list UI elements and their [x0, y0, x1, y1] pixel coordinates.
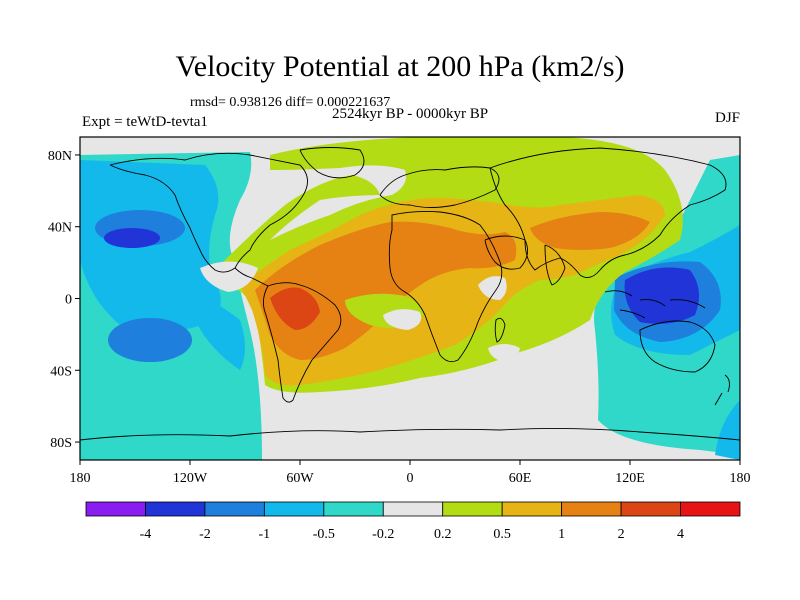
colorbar-swatch: [442, 501, 503, 517]
colorbar-level-label: -0.2: [372, 527, 394, 542]
x-tick-label: 180: [730, 471, 751, 486]
y-tick-label: 80S: [50, 436, 72, 451]
x-tick-label: 60E: [509, 471, 532, 486]
coast-india: [544, 244, 566, 286]
colorbar-level-label: -2: [199, 527, 211, 542]
x-tick-label: 0: [407, 471, 414, 486]
contour-fill-layer: [80, 137, 740, 460]
colorbar-level-label: -4: [140, 527, 152, 542]
plot-title: Velocity Potential at 200 hPa (km2/s): [175, 50, 625, 83]
y-axis-ticks: 80N 40N 0 40S 80S: [48, 149, 80, 451]
colorbar-level-label: 2: [618, 527, 625, 542]
colorbar-level-label: -1: [259, 527, 271, 542]
coast-africa: [388, 210, 503, 363]
coast-arabia: [484, 235, 529, 270]
contour-strip-far-east: [715, 400, 740, 460]
coast-australia: [639, 320, 716, 373]
contour-negative-strip-east-pacific: [185, 290, 245, 370]
contour-max-south-america: [270, 287, 320, 330]
colorbar-level-label: 1: [558, 527, 565, 542]
colorbar-swatch: [561, 501, 622, 517]
colorbar: -4 -2 -1 -0.5 -0.2 0.2 0.5 1 2 4: [85, 501, 741, 542]
x-tick-label: 120W: [173, 471, 208, 486]
rmsd-diff-stats: rmsd= 0.938126 diff= 0.000221637: [190, 95, 391, 110]
coast-europe: [379, 166, 500, 208]
colorbar-swatch: [85, 501, 146, 517]
colorbar-swatch: [620, 501, 681, 517]
coast-madagascar: [494, 317, 506, 343]
contour-low-south-pacific: [108, 318, 192, 362]
contour-negative-pacific-west-inner: [80, 160, 221, 332]
colorbar-swatch: [263, 501, 325, 517]
period-subtitle: 2524kyr BP - 0000kyr BP: [331, 106, 489, 122]
colorbar-level-label: 0.2: [434, 527, 452, 542]
contour-min-north-pacific: [104, 228, 160, 248]
contour-pocket-indian-ocean: [478, 276, 507, 300]
contour-min-maritime-continent: [624, 267, 699, 324]
coast-central-america: [234, 267, 269, 287]
x-tick-label: 120E: [615, 471, 645, 486]
contour-positive-1-asia: [530, 212, 650, 250]
coast-north-america: [109, 152, 308, 273]
colorbar-swatch: [323, 501, 384, 517]
y-tick-label: 80N: [48, 149, 72, 164]
colorbar-swatch: [145, 501, 206, 517]
contour-positive-1: [255, 221, 517, 360]
coast-antarctica: [80, 427, 740, 441]
colorbar-swatch: [382, 501, 444, 517]
experiment-label: Expt = teWtD-tevta1: [82, 114, 208, 130]
x-tick-label: 180: [70, 471, 91, 486]
season-label: DJF: [714, 110, 740, 126]
y-tick-label: 0: [65, 293, 72, 308]
coast-south-america: [263, 282, 342, 403]
colorbar-level-label: -0.5: [313, 527, 335, 542]
contour-pocket-south-indian: [488, 344, 520, 362]
coast-maritime-continent: [604, 290, 706, 319]
y-tick-label: 40N: [48, 221, 72, 236]
coast-new-zealand: [714, 374, 730, 406]
colorbar-swatch: [680, 501, 741, 517]
coast-greenland: [299, 147, 365, 179]
coastlines: [80, 147, 740, 441]
coast-asia: [489, 147, 727, 279]
contour-pocket-central-africa: [383, 309, 422, 330]
colorbar-level-label: 4: [677, 527, 684, 542]
colorbar-swatch: [501, 501, 563, 517]
colorbar-level-label: 0.5: [493, 527, 511, 542]
y-tick-label: 40S: [50, 364, 72, 379]
x-tick-label: 60W: [286, 471, 314, 486]
x-axis-ticks: 180 120W 60W 0 60E 120E 180: [70, 460, 751, 486]
colorbar-swatch: [204, 501, 265, 517]
